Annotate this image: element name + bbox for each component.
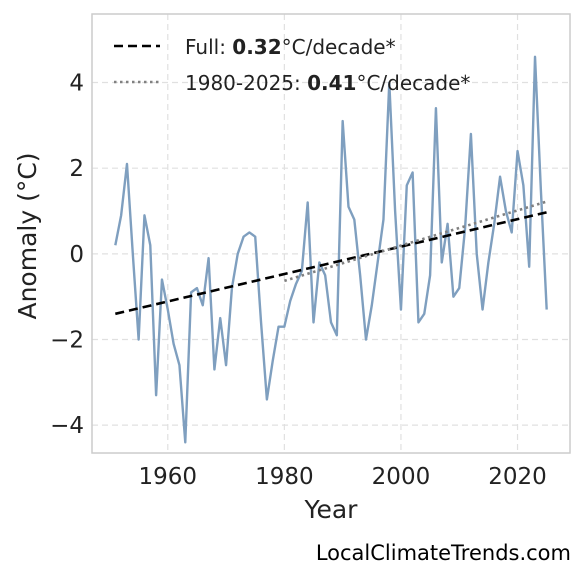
x-axis-label: Year (304, 495, 359, 524)
plot-background (92, 14, 570, 453)
x-tick-2000: 2000 (372, 464, 431, 490)
legend-recent-value: 0.41 (307, 71, 356, 95)
legend-recent-prefix: 1980-2025: (185, 71, 307, 95)
legend: Full: 0.32°C/decade* 1980-2025: 0.41°C/d… (114, 35, 470, 95)
x-tick-2020: 2020 (488, 464, 547, 490)
source-watermark: LocalClimateTrends.com (316, 541, 571, 565)
y-tick-2: 2 (69, 156, 84, 182)
legend-recent-suffix: °C/decade* (356, 71, 470, 95)
grid-x (167, 14, 519, 453)
trend-line-1980-2025 (283, 200, 548, 283)
legend-full-suffix: °C/decade* (282, 35, 396, 59)
y-tick-4: 4 (69, 71, 84, 97)
legend-full-value: 0.32 (232, 35, 281, 59)
trend-line-full (115, 211, 547, 316)
legend-label-1980-2025: 1980-2025: 0.41°C/decade* (185, 71, 470, 95)
y-tick--4: −4 (50, 413, 84, 439)
y-tick-labels: −4 −2 0 2 4 (50, 71, 84, 440)
legend-full-prefix: Full: (185, 35, 232, 59)
legend-label-full: Full: 0.32°C/decade* (185, 35, 396, 59)
y-tick--2: −2 (50, 328, 84, 354)
x-tick-1980: 1980 (255, 464, 314, 490)
anomaly-series-line (114, 55, 548, 444)
y-tick-0: 0 (69, 242, 84, 268)
plot-frame (91, 13, 571, 454)
y-axis-label: Anomaly (°C) (13, 152, 42, 319)
x-tick-1960: 1960 (139, 464, 198, 490)
x-tick-labels: 1960 1980 2000 2020 (139, 464, 547, 490)
